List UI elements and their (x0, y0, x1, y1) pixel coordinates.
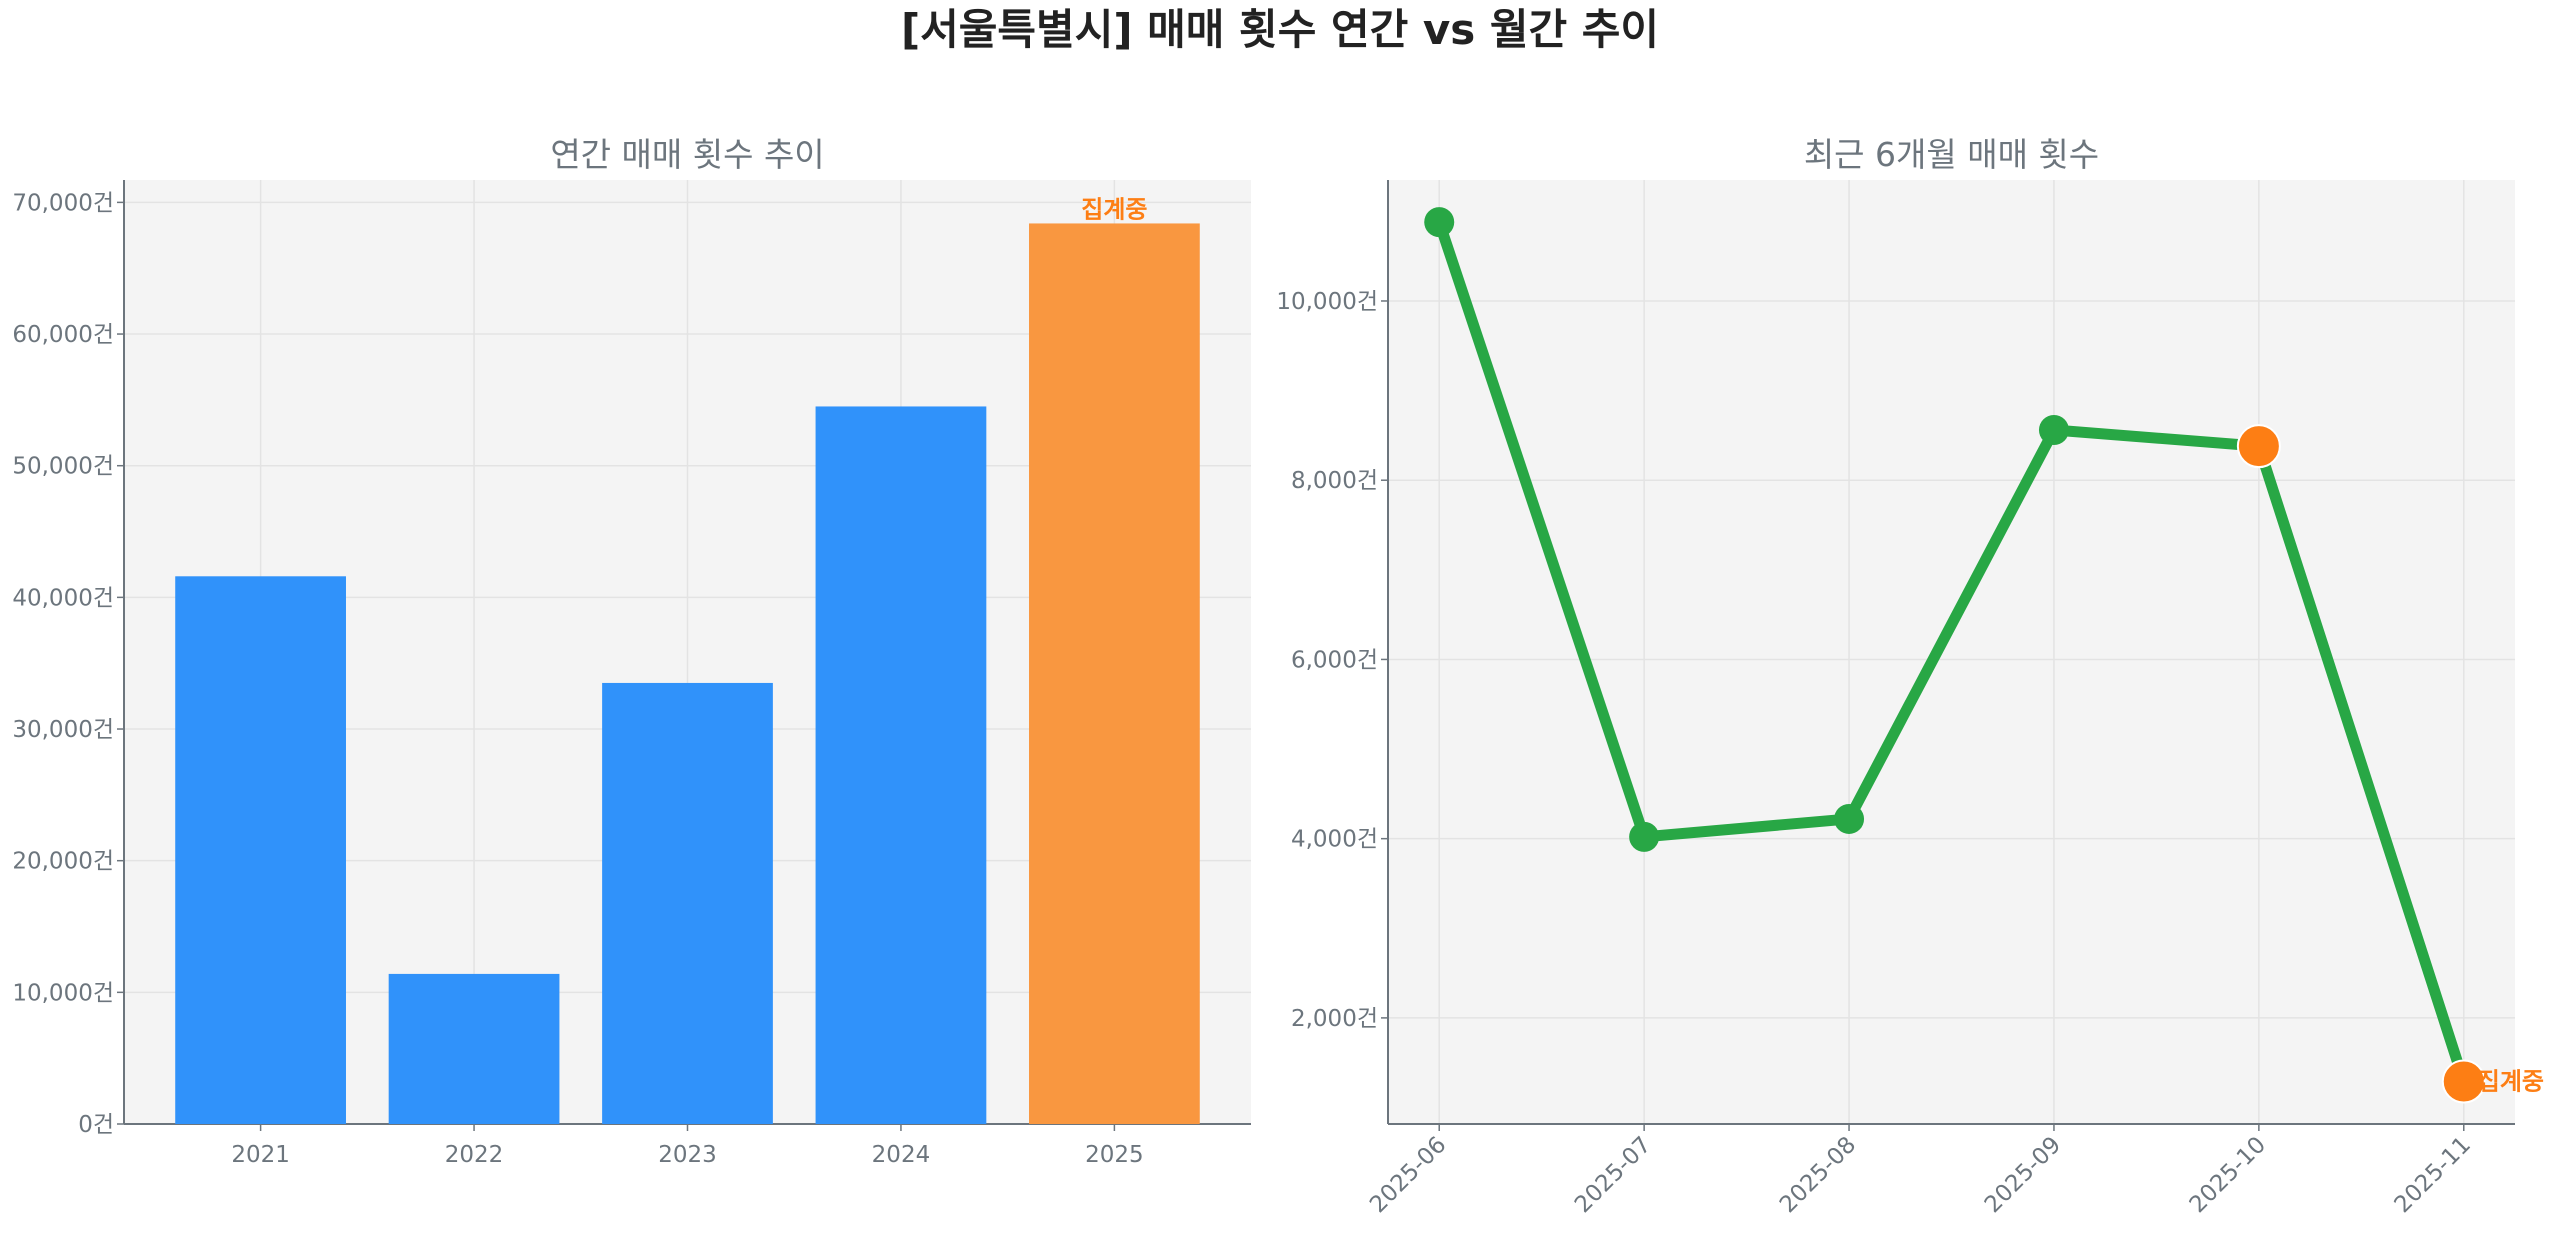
y-tick-label: 10,000건 (1276, 289, 1378, 315)
x-tick-label: 2025-06 (1365, 1132, 1451, 1218)
y-tick-label: 2,000건 (1291, 1006, 1378, 1032)
bar-annotation: 집계중 (1081, 195, 1147, 223)
y-tick-label: 8,000건 (1291, 468, 1378, 494)
x-tick-label: 2021 (231, 1142, 290, 1168)
x-tick-label: 2023 (658, 1142, 717, 1168)
y-tick-label: 4,000건 (1291, 827, 1378, 853)
y-tick-label: 10,000건 (12, 980, 114, 1006)
monthly-line-chart: 2,000건 4,000건 6,000건 8,000건 10,000건 2025-06 20… (1276, 135, 2544, 1218)
annual-bar-chart: 0건 10,000건 20,000건 30,000건 40,000건 50,000건 60,… (12, 135, 1251, 1168)
chart-title: 연간 매매 횟수 추이 (550, 135, 824, 174)
data-point-2025-08 (1834, 803, 1865, 834)
y-tick-label: 30,000건 (12, 717, 114, 743)
y-tick-label: 70,000건 (12, 190, 114, 216)
figure-title: [서울특별시] 매매 횟수 연간 vs 월간 추이 (901, 5, 1659, 54)
chart-title: 최근 6개월 매매 횟수 (1804, 135, 2099, 174)
y-tick-label: 0건 (78, 1112, 114, 1138)
bar-2023 (602, 682, 773, 1124)
y-tick-label: 50,000건 (12, 454, 114, 480)
x-tick-label: 2022 (445, 1142, 504, 1168)
point-annotation: 집계중 (2478, 1068, 2544, 1096)
x-tick-label: 2025-10 (2185, 1132, 2271, 1218)
y-tick-label: 20,000건 (12, 849, 114, 875)
x-tick-label: 2024 (872, 1142, 931, 1168)
data-point-2025-09 (2038, 415, 2069, 446)
x-tick-label: 2025-09 (1980, 1132, 2066, 1218)
data-point-2025-10 (2236, 424, 2281, 469)
x-tick-label: 2025-11 (2390, 1132, 2476, 1218)
x-tick-label: 2025 (1085, 1142, 1144, 1168)
y-tick-label: 60,000건 (12, 322, 114, 348)
bar-2024 (815, 406, 987, 1124)
data-point-2025-07 (1629, 821, 1660, 852)
data-point-2025-06 (1424, 207, 1455, 238)
plot-background (1388, 180, 2515, 1124)
y-tick-label: 40,000건 (12, 585, 114, 611)
data-point-2025-11 (2441, 1059, 2486, 1104)
data-line (1434, 220, 2470, 1084)
bar-2025 (1029, 223, 1200, 1124)
bar-2021 (175, 576, 346, 1124)
bar-2022 (388, 973, 560, 1124)
x-tick-label: 2025-08 (1775, 1132, 1861, 1218)
y-tick-label: 6,000건 (1291, 647, 1378, 673)
x-tick-label: 2025-07 (1570, 1132, 1656, 1218)
